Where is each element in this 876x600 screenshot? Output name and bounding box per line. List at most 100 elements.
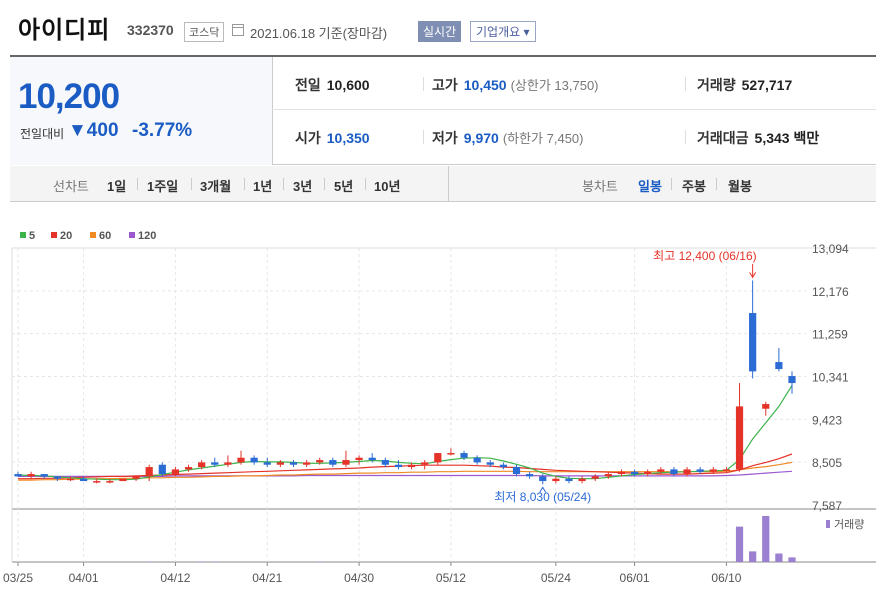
current-price: 10,200 (18, 77, 120, 116)
ma5-line (17, 385, 793, 481)
row-divider (272, 109, 876, 110)
candle-body (119, 478, 127, 482)
ma120-line (18, 470, 793, 477)
candle-body (644, 471, 652, 475)
min-price-annotation: 최저 8,030 (05/24) (494, 490, 591, 504)
x-tick-label: 03/25 (3, 571, 33, 585)
trade-amount: 거래대금 5,343 백만 (697, 128, 819, 148)
candle-body (368, 457, 376, 461)
volume-bar (211, 561, 219, 562)
candle-body (14, 474, 22, 477)
candle-body (40, 474, 48, 477)
prev-close: 전일 10,600 (295, 75, 370, 95)
candle-body (762, 404, 770, 409)
candle-body (447, 453, 455, 455)
candle-body (289, 462, 298, 465)
y-tick-label: 13,094 (812, 242, 849, 256)
tab-1w[interactable]: 1주일 (147, 179, 179, 194)
volume-bar (198, 561, 206, 562)
divider (324, 178, 325, 190)
candle-body (709, 469, 717, 472)
tab-monthly[interactable]: 월봉 (728, 179, 752, 194)
legend-swatch (20, 232, 26, 238)
candle-body (316, 460, 324, 463)
volume-bar (316, 561, 324, 562)
stock-header: 아이디피 332370 코스닥 2021.06.18 기준(장마감) 실시간 기… (0, 0, 876, 50)
y-tick-label: 10,341 (812, 371, 849, 385)
candle-body (434, 453, 442, 463)
candle-body (158, 464, 166, 475)
high-price: 고가 10,450 (상한가 13,750) (432, 75, 599, 95)
candle-body (696, 469, 704, 472)
change-value: ▼400 (68, 120, 119, 141)
prev-close-value: 10,600 (326, 77, 370, 93)
y-tick-label: 8,505 (812, 456, 842, 470)
realtime-button[interactable]: 실시간 (418, 21, 462, 42)
candle-body (184, 467, 193, 470)
candle-body (486, 462, 494, 465)
volume-legend-swatch (826, 520, 830, 528)
candle-body (683, 469, 691, 475)
divider (685, 77, 686, 91)
candle-body (657, 469, 665, 472)
candle-body (552, 478, 560, 482)
candle-body (303, 462, 311, 465)
x-tick-label: 05/12 (436, 571, 466, 585)
candle-body (171, 469, 180, 475)
amount-label: 거래대금 (697, 130, 749, 146)
open-price: 시가 10,350 (295, 128, 370, 148)
candle-body (145, 467, 153, 477)
tab-daily[interactable]: 일봉 (638, 179, 662, 194)
volume-bar (735, 526, 744, 562)
candle-body (512, 467, 521, 475)
chart-tabs: 선차트 1일 1주일 3개월 1년 3년 5년 10년 봉차트 일봉 주봉 월봉 (10, 166, 876, 202)
company-overview-dropdown[interactable]: 기업개요 ▾ (470, 21, 536, 42)
divider (283, 178, 284, 190)
tab-10y[interactable]: 10년 (374, 179, 401, 194)
x-tick-label: 04/21 (252, 571, 282, 585)
divider (716, 178, 717, 190)
legend-swatch (129, 232, 135, 238)
y-tick-label: 12,176 (812, 285, 849, 299)
tab-3y[interactable]: 3년 (293, 179, 313, 194)
candle-body (473, 457, 481, 463)
candle-body (617, 471, 626, 475)
x-tick-label: 04/30 (344, 571, 374, 585)
line-chart-label: 선차트 (53, 179, 89, 194)
volume-label: 거래량 (697, 77, 736, 93)
divider (671, 178, 672, 190)
candle-body (132, 476, 140, 479)
tab-weekly[interactable]: 주봉 (682, 179, 706, 194)
upper-limit: (상한가 13,750) (510, 78, 599, 93)
divider (423, 130, 424, 144)
market-badge: 코스닥 (184, 22, 225, 42)
calendar-icon (232, 24, 244, 36)
lower-limit: (하한가 7,450) (502, 131, 584, 146)
candle-body (407, 464, 416, 468)
tab-1y[interactable]: 1년 (253, 179, 273, 194)
tab-1d[interactable]: 1일 (107, 179, 127, 194)
y-tick-label: 9,423 (812, 413, 842, 427)
high-label: 고가 (432, 77, 458, 93)
divider (423, 77, 424, 91)
volume-bar (762, 516, 770, 562)
min-price-arrow (539, 486, 547, 493)
candle-body (276, 462, 284, 465)
divider (137, 178, 138, 190)
volume: 거래량 527,717 (697, 75, 792, 95)
candle-body (93, 481, 101, 483)
candle-body (670, 469, 678, 475)
candle-body (53, 476, 61, 479)
candle-chart-label: 봉차트 (582, 179, 618, 194)
stock-name: 아이디피 (18, 17, 111, 44)
candle-body (578, 478, 586, 482)
tab-3m[interactable]: 3개월 (200, 179, 232, 194)
candle-body (526, 474, 534, 477)
quote-details (272, 57, 876, 165)
tabs-divider (448, 166, 449, 202)
legend-swatch (90, 232, 96, 238)
tab-5y[interactable]: 5년 (334, 179, 354, 194)
candle-body (735, 406, 744, 470)
candle-body (421, 462, 429, 465)
